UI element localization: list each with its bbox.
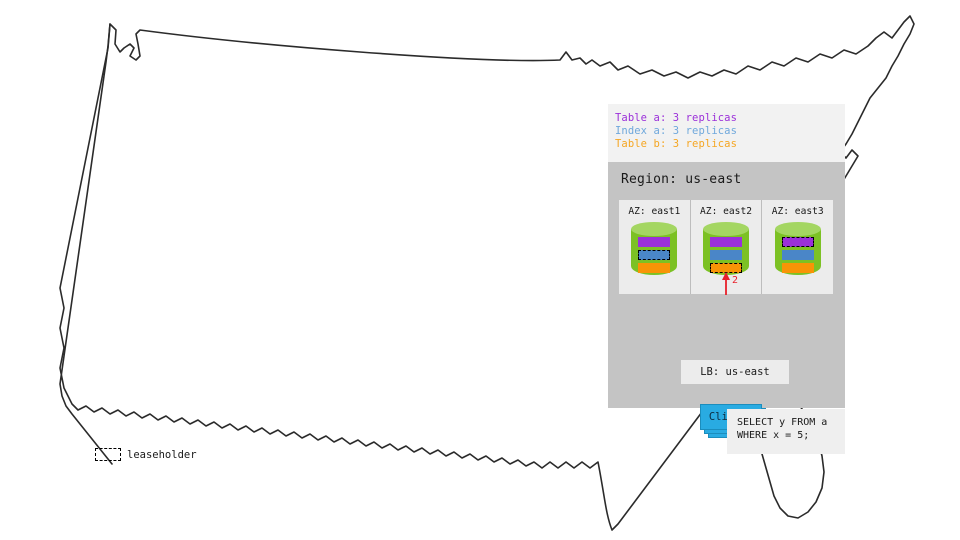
- database-cylinder-east3[interactable]: [774, 222, 821, 280]
- request-flow-arrow-icon: [722, 272, 730, 295]
- sql-line-1: SELECT y FROM a: [737, 417, 828, 428]
- sql-query-box: SELECT y FROM a WHERE x = 5;: [727, 409, 845, 454]
- sql-line-2: WHERE x = 5;: [737, 430, 810, 441]
- band-index-a: [710, 250, 742, 260]
- replica-legend-row-table-b: Table b: 3 replicas: [615, 138, 738, 151]
- load-balancer-box[interactable]: LB: us-east: [681, 360, 789, 384]
- replica-legend-row-index-a: Index a: 3 replicas: [615, 125, 738, 138]
- band-table-a: [710, 237, 742, 247]
- cylinder-top-icon: [631, 222, 678, 236]
- region-panel: Table a: 3 replicas Index a: 3 replicas …: [608, 104, 845, 438]
- az-strip: AZ: east1 AZ: east2: [619, 200, 833, 295]
- replica-legend: Table a: 3 replicas Index a: 3 replicas …: [608, 104, 845, 162]
- database-cylinder-east1[interactable]: [631, 222, 678, 280]
- band-table-a-leaseholder: [781, 237, 814, 247]
- leaseholder-swatch-icon: [95, 448, 121, 461]
- us-outline-path: [59, 15, 915, 531]
- az-cell-east1[interactable]: AZ: east1: [619, 200, 690, 294]
- cylinder-top-icon: [774, 222, 821, 236]
- west-coast-detail: [59, 23, 113, 465]
- az-cell-east2[interactable]: AZ: east2 2: [689, 200, 762, 295]
- az-label-east2: AZ: east2: [700, 206, 752, 217]
- band-index-a: [781, 250, 814, 260]
- region-body: Region: us-east AZ: east1 AZ: east2: [608, 162, 845, 438]
- cylinder-top-icon: [703, 222, 749, 236]
- replica-legend-row-table-a: Table a: 3 replicas: [615, 112, 738, 124]
- band-table-b: [781, 263, 814, 273]
- leaseholder-legend: leaseholder: [95, 448, 197, 461]
- band-index-a-leaseholder: [638, 250, 671, 260]
- leaseholder-legend-label: leaseholder: [127, 448, 197, 461]
- band-table-a: [638, 237, 671, 247]
- replica-bands: [631, 235, 677, 280]
- request-flow-count: 2: [732, 275, 739, 286]
- az-label-east3: AZ: east3: [771, 206, 824, 217]
- band-table-b: [638, 263, 671, 273]
- az-cell-east3[interactable]: AZ: east3: [761, 200, 833, 294]
- region-title: Region: us-east: [621, 172, 742, 187]
- replica-bands: [775, 235, 821, 280]
- az-label-east1: AZ: east1: [628, 206, 681, 217]
